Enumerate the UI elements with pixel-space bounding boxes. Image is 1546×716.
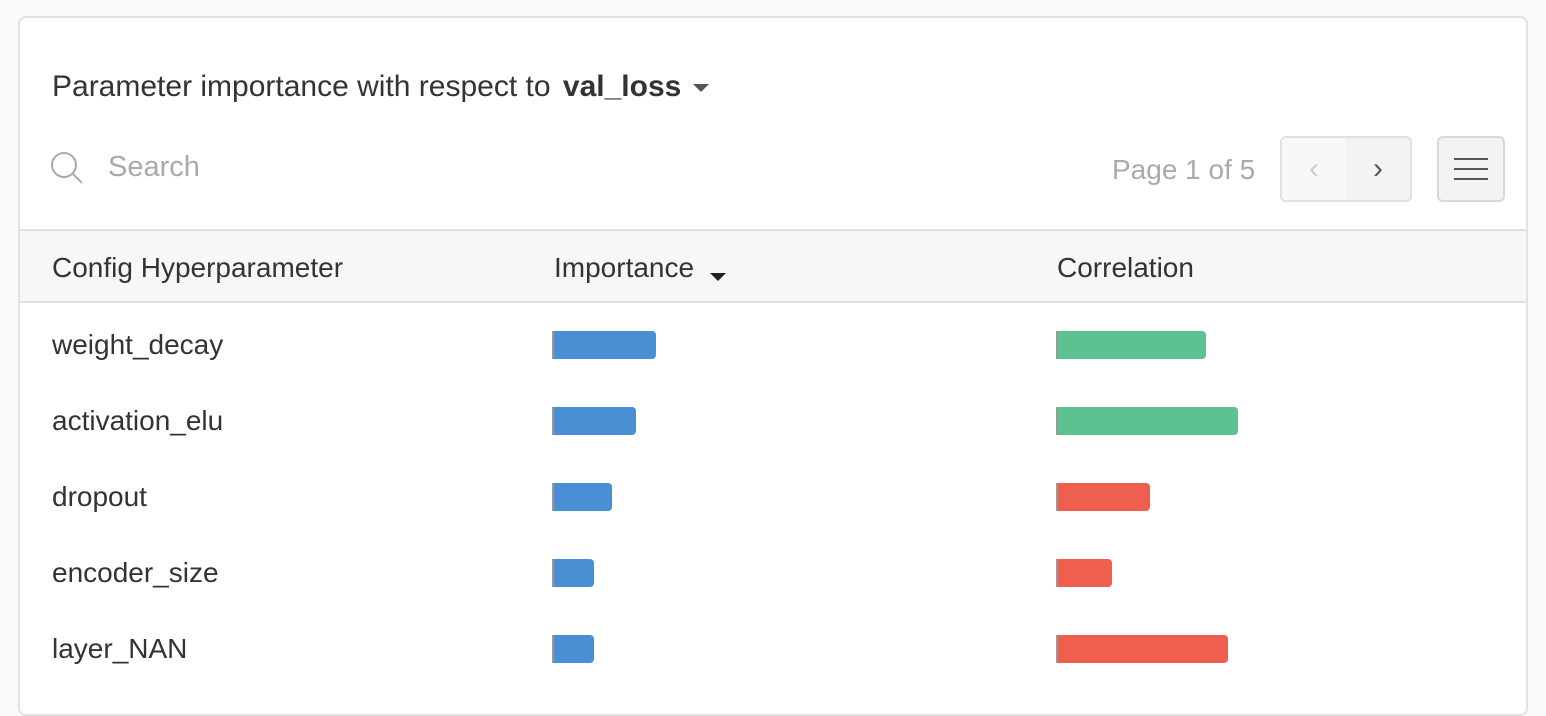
- importance-bar: [552, 483, 612, 511]
- hyperparameter-name: weight_decay: [52, 329, 224, 360]
- correlation-bar: [1056, 331, 1206, 359]
- table-row: layer_NAN: [20, 611, 1526, 687]
- chevron-right-icon: ›: [1373, 152, 1383, 185]
- table-header: Config Hyperparameter Importance Correla…: [20, 229, 1526, 303]
- hyperparameter-name: encoder_size: [52, 557, 219, 588]
- table-row: weight_decay: [20, 307, 1526, 383]
- table-row: dropout: [20, 459, 1526, 535]
- title-prefix: Parameter importance with respect to: [52, 70, 551, 103]
- importance-bar: [552, 331, 656, 359]
- sort-desc-icon: [710, 273, 727, 281]
- correlation-bar: [1056, 635, 1228, 663]
- correlation-bar: [1056, 559, 1112, 587]
- menu-icon: [1454, 158, 1488, 160]
- columns-menu-button[interactable]: [1437, 136, 1505, 202]
- chevron-left-icon: ‹: [1309, 152, 1319, 185]
- panel-title: Parameter importance with respect to val…: [52, 70, 710, 104]
- column-header-hyperparameter[interactable]: Config Hyperparameter: [52, 252, 344, 283]
- importance-bar: [552, 407, 636, 435]
- search-input[interactable]: [106, 150, 510, 185]
- caret-down-icon: [693, 84, 710, 93]
- pagination-buttons: ‹ ›: [1280, 136, 1412, 202]
- importance-bar: [552, 635, 594, 663]
- search-box: [50, 150, 510, 185]
- metric-label: val_loss: [562, 70, 682, 103]
- importance-label: Importance: [554, 252, 695, 283]
- search-icon: [51, 151, 83, 184]
- correlation-bar: [1056, 483, 1150, 511]
- metric-selector[interactable]: val_loss: [562, 70, 710, 103]
- column-header-importance[interactable]: Importance: [554, 252, 727, 284]
- hyperparameter-name: dropout: [52, 481, 147, 512]
- parameter-importance-panel: Parameter importance with respect to val…: [18, 16, 1528, 716]
- table-row: encoder_size: [20, 535, 1526, 611]
- importance-bar: [552, 559, 594, 587]
- prev-page-button[interactable]: ‹: [1282, 138, 1346, 200]
- page-indicator: Page 1 of 5: [1112, 154, 1256, 185]
- table-row: activation_elu: [20, 383, 1526, 459]
- next-page-button[interactable]: ›: [1346, 138, 1410, 200]
- hyperparameter-name: activation_elu: [52, 405, 224, 436]
- correlation-bar: [1056, 407, 1238, 435]
- column-header-correlation[interactable]: Correlation: [1057, 252, 1194, 283]
- hyperparameter-name: layer_NAN: [52, 633, 188, 664]
